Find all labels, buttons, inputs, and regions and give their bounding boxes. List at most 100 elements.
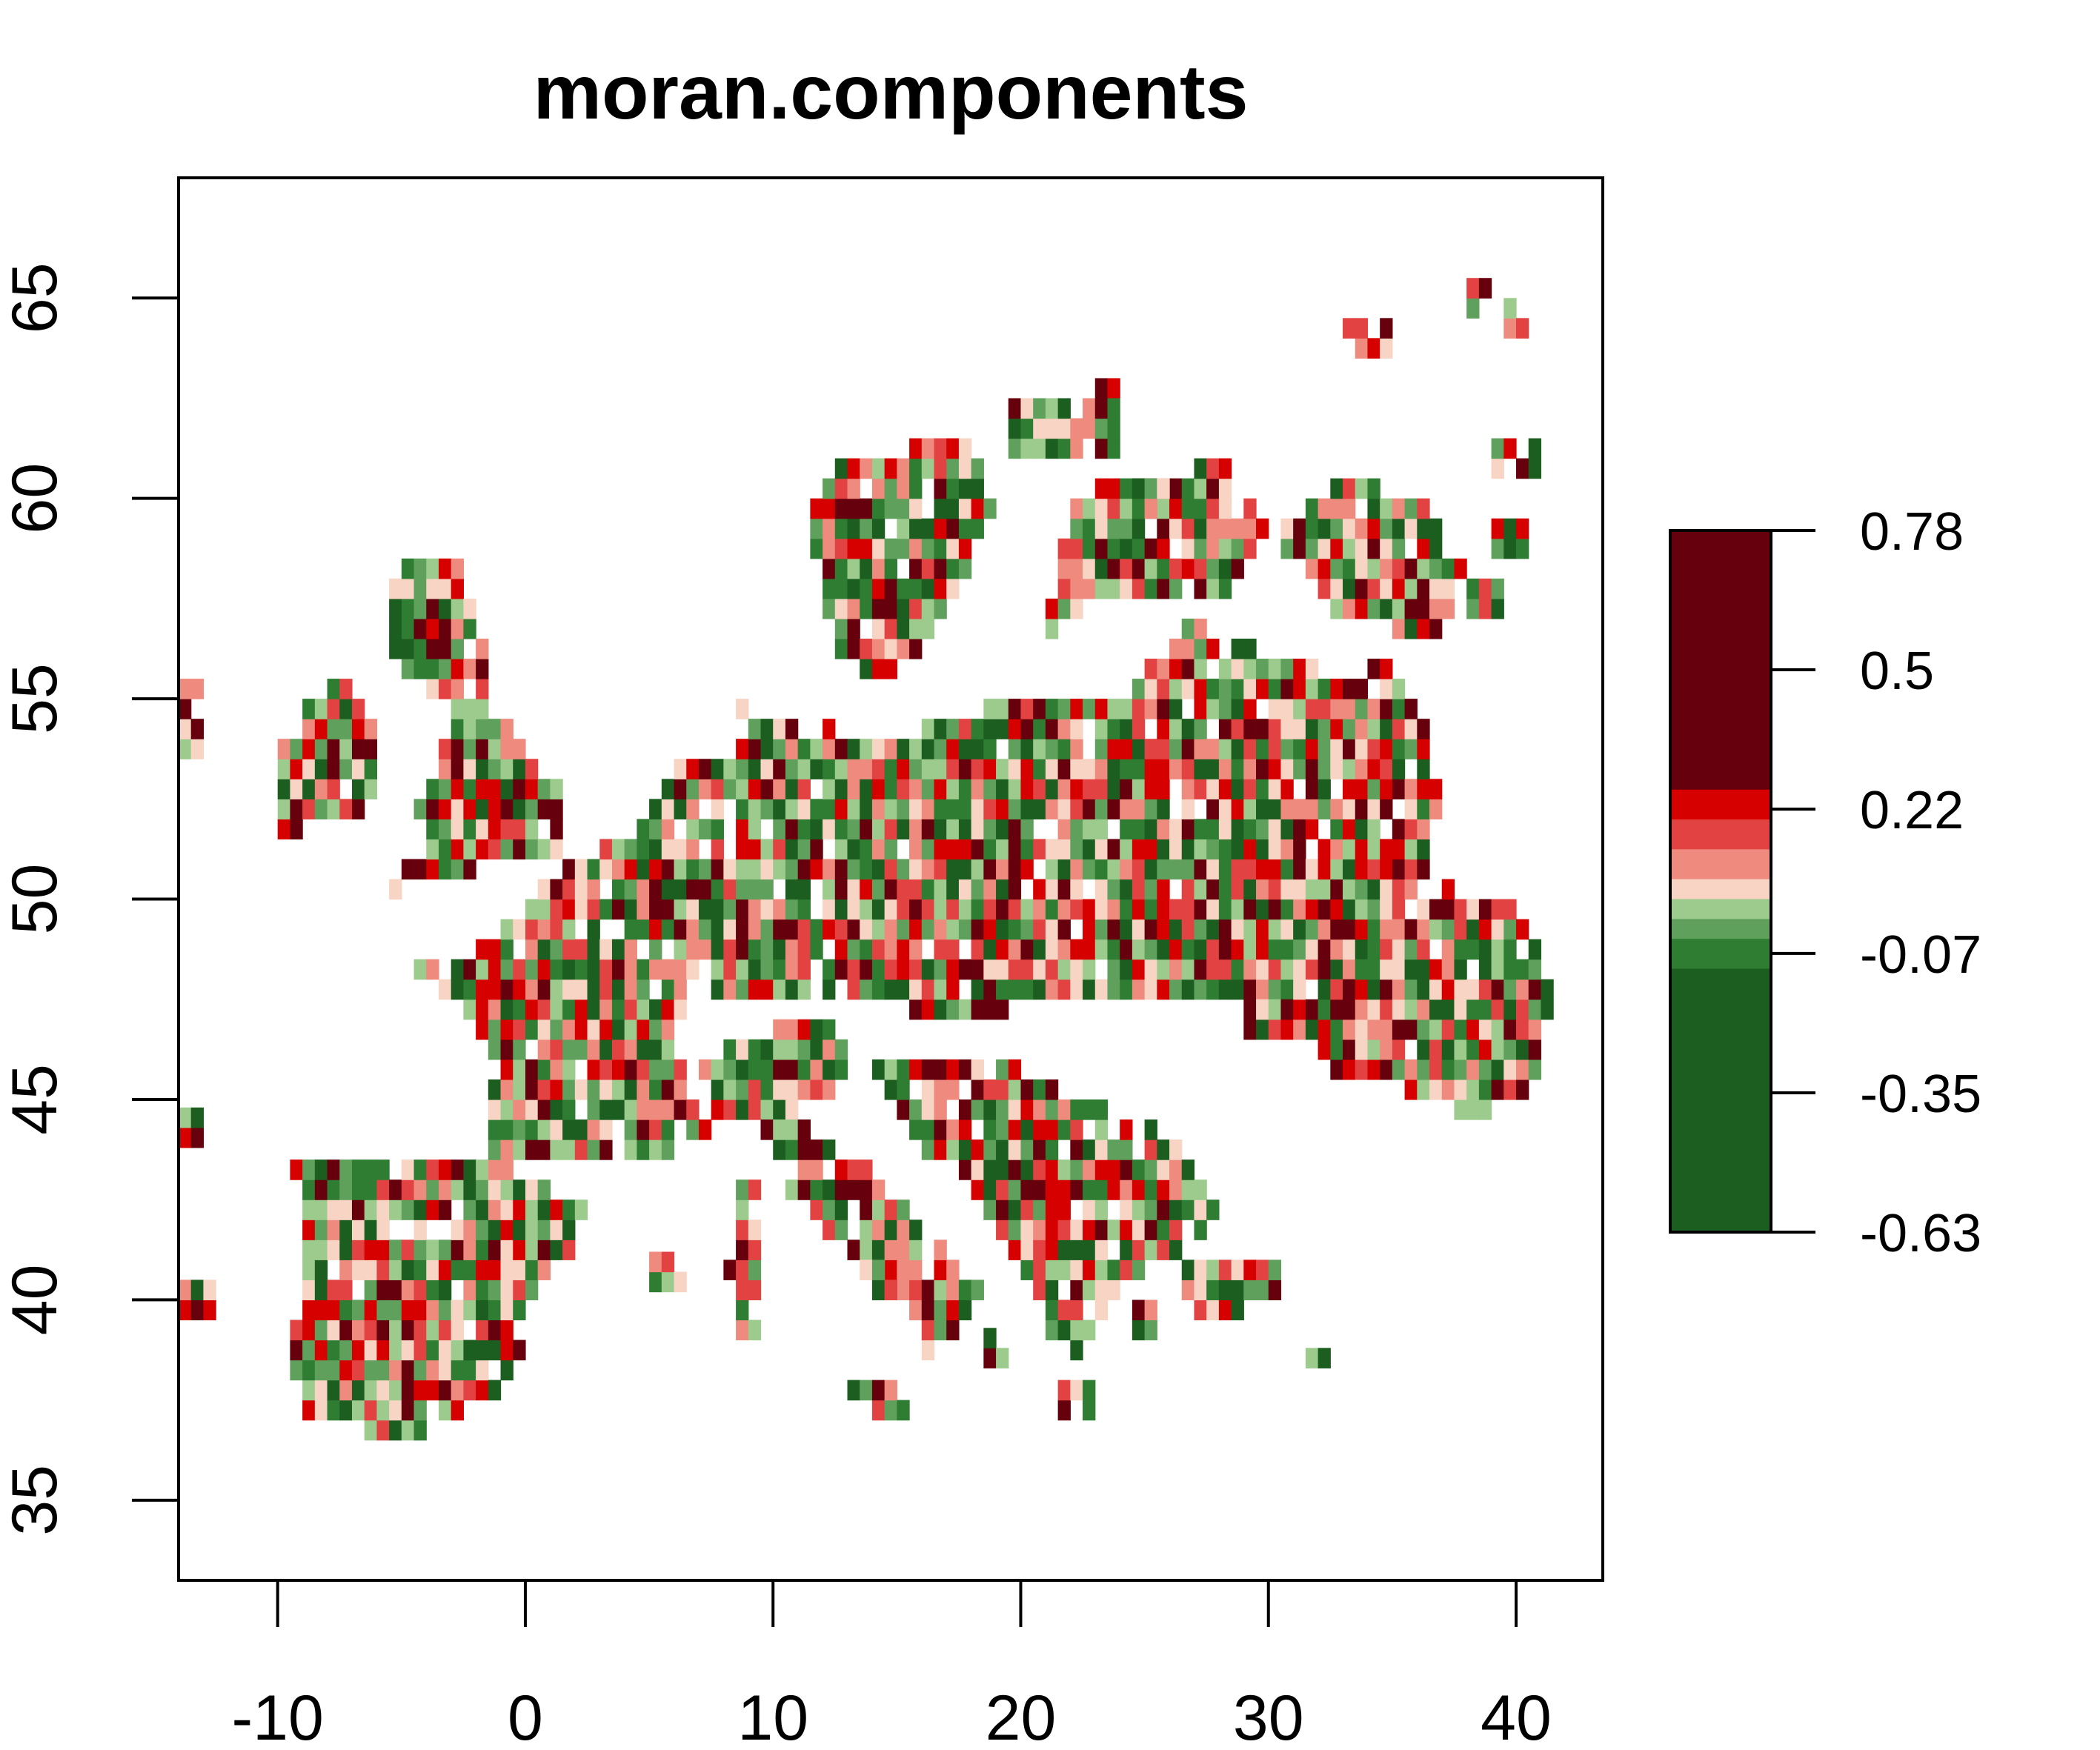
- heatmap-cell: [897, 1079, 910, 1100]
- heatmap-cell: [1343, 598, 1356, 619]
- heatmap-cell: [834, 538, 848, 559]
- heatmap-cell: [760, 1099, 774, 1120]
- heatmap-cell: [871, 478, 885, 499]
- heatmap-cell: [773, 899, 786, 920]
- heatmap-cell: [1181, 919, 1195, 940]
- heatmap-cell: [364, 1320, 378, 1341]
- heatmap-cell: [1132, 859, 1146, 880]
- heatmap-cell: [190, 1127, 205, 1148]
- heatmap-cell: [958, 719, 972, 739]
- heatmap-cell: [921, 719, 935, 739]
- heatmap-cell: [1280, 679, 1294, 699]
- heatmap-cell: [823, 959, 836, 980]
- heatmap-cell: [909, 458, 923, 479]
- heatmap-cell: [1083, 699, 1096, 719]
- heatmap-cell: [773, 839, 786, 860]
- heatmap-cell: [884, 979, 897, 1000]
- heatmap-cell: [1218, 659, 1232, 679]
- heatmap-cell: [1194, 919, 1207, 940]
- heatmap-cell: [637, 1140, 650, 1160]
- heatmap-cell: [339, 1380, 353, 1401]
- heatmap-cell: [1206, 839, 1220, 860]
- heatmap-cell: [1033, 1140, 1046, 1160]
- x-tick-label: 40: [1481, 1683, 1552, 1750]
- heatmap-cell: [1231, 979, 1244, 1000]
- heatmap-cell: [413, 1240, 427, 1260]
- heatmap-cell: [1256, 899, 1269, 920]
- heatmap-cell: [1404, 578, 1418, 599]
- heatmap-cell: [1206, 799, 1220, 819]
- heatmap-cell: [1355, 338, 1369, 359]
- heatmap-cell: [500, 719, 514, 739]
- heatmap-cell: [451, 679, 464, 699]
- heatmap-cell: [983, 719, 997, 739]
- heatmap-cell: [748, 1320, 762, 1341]
- heatmap-cell: [327, 719, 340, 739]
- heatmap-cell: [426, 598, 439, 619]
- heatmap-cell: [1008, 1099, 1022, 1120]
- heatmap-cell: [513, 1300, 526, 1321]
- heatmap-cell: [1516, 979, 1529, 1000]
- heatmap-cell: [971, 739, 984, 759]
- heatmap-cell: [1120, 919, 1133, 940]
- heatmap-cell: [1181, 1260, 1195, 1280]
- heatmap-cell: [834, 739, 848, 759]
- heatmap-cell: [476, 659, 489, 679]
- heatmap-cell: [785, 839, 799, 860]
- heatmap-cell: [401, 1300, 415, 1321]
- heatmap-cell: [773, 919, 786, 940]
- heatmap-cell: [996, 839, 1009, 860]
- heatmap-cell: [1367, 979, 1380, 1000]
- heatmap-cell: [314, 1260, 328, 1280]
- heatmap-cell: [661, 979, 675, 1000]
- heatmap-cell: [723, 979, 737, 1000]
- heatmap-cell: [438, 739, 452, 759]
- heatmap-cell: [1392, 578, 1406, 599]
- heatmap-cell: [1454, 919, 1467, 940]
- heatmap-cell: [823, 759, 836, 779]
- heatmap-cell: [958, 558, 972, 579]
- heatmap-cell: [500, 759, 514, 779]
- heatmap-cell: [1194, 578, 1207, 599]
- heatmap-cell: [1243, 959, 1257, 980]
- heatmap-cell: [438, 839, 452, 860]
- heatmap-cell: [996, 1059, 1009, 1080]
- heatmap-cell: [1417, 538, 1430, 559]
- heatmap-cell: [1293, 799, 1306, 819]
- heatmap-cell: [1528, 458, 1542, 479]
- heatmap-cell: [1503, 1039, 1517, 1060]
- heatmap-cell: [1144, 1320, 1157, 1341]
- heatmap-cell: [562, 1119, 576, 1140]
- heatmap-cell: [797, 879, 811, 900]
- colorbar-tick-label: -0.07: [1860, 925, 1981, 985]
- heatmap-cell: [649, 1039, 662, 1060]
- heatmap-cell: [909, 578, 923, 599]
- heatmap-cell: [1169, 1220, 1183, 1240]
- heatmap-cell: [1503, 1059, 1517, 1080]
- heatmap-cell: [1120, 1260, 1133, 1280]
- heatmap-cell: [810, 939, 823, 960]
- heatmap-cell: [537, 939, 551, 960]
- heatmap-cell: [834, 799, 848, 819]
- heatmap-cell: [1132, 979, 1146, 1000]
- heatmap-cell: [537, 1059, 551, 1080]
- heatmap-cell: [389, 1380, 402, 1401]
- heatmap-cell: [413, 1200, 427, 1220]
- heatmap-cell: [1107, 438, 1120, 459]
- heatmap-cell: [426, 659, 439, 679]
- heatmap-cell: [376, 1380, 390, 1401]
- heatmap-cell: [996, 1119, 1009, 1140]
- heatmap-cell: [909, 478, 923, 499]
- heatmap-cell: [1157, 719, 1170, 739]
- heatmap-cell: [983, 979, 997, 1000]
- heatmap-cell: [958, 538, 972, 559]
- heatmap-cell: [389, 638, 402, 659]
- heatmap-cell: [797, 939, 811, 960]
- heatmap-cell: [463, 999, 476, 1020]
- heatmap-cell: [624, 1079, 637, 1100]
- heatmap-cell: [1503, 518, 1517, 539]
- heatmap-cell: [723, 879, 737, 900]
- heatmap-cell: [661, 919, 675, 940]
- heatmap-cell: [1478, 1019, 1492, 1040]
- heatmap-cell: [637, 919, 650, 940]
